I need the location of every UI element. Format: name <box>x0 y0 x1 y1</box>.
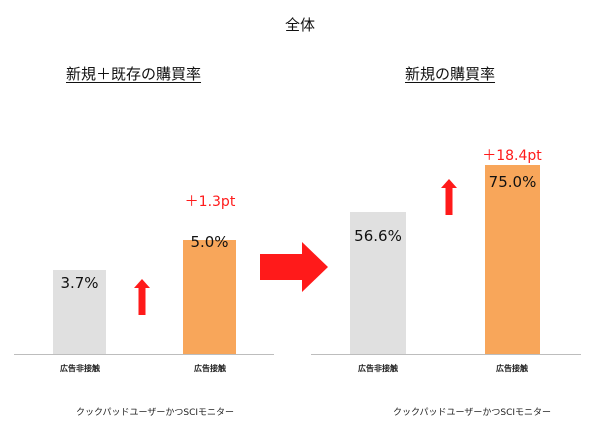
delta-annotation: ＋1.3pt <box>184 194 236 210</box>
bar-value-label: 3.7% <box>60 274 99 292</box>
category-label: 広告非接触 <box>358 364 398 373</box>
category-label: 広告非接触 <box>60 364 100 373</box>
bar-value-label: 56.6% <box>354 227 402 245</box>
bar-right-control <box>350 212 406 354</box>
bar-right-exposed <box>485 165 540 354</box>
right-arrow-icon <box>260 242 328 292</box>
left-chart-title: 新規＋既存の購買率 <box>66 65 202 83</box>
right-chart-title: 新規の購買率 <box>405 65 496 83</box>
source-note: クックパッドユーザーかつSCIモニター <box>393 408 552 418</box>
bar-left-exposed <box>183 240 236 354</box>
category-label: 広告接触 <box>496 364 528 373</box>
bar-value-label: 5.0% <box>190 233 229 251</box>
page-title: 全体 <box>284 16 315 34</box>
source-note: クックパッドユーザーかつSCIモニター <box>76 408 235 418</box>
bar-left-control <box>53 270 106 354</box>
delta-annotation: ＋18.4pt <box>482 148 542 164</box>
x-axis-line <box>14 354 274 355</box>
up-arrow-icon <box>134 279 150 315</box>
category-label: 広告接触 <box>194 364 226 373</box>
bar-value-label: 75.0% <box>488 173 537 191</box>
x-axis-line <box>311 354 581 355</box>
up-arrow-icon <box>441 179 457 215</box>
